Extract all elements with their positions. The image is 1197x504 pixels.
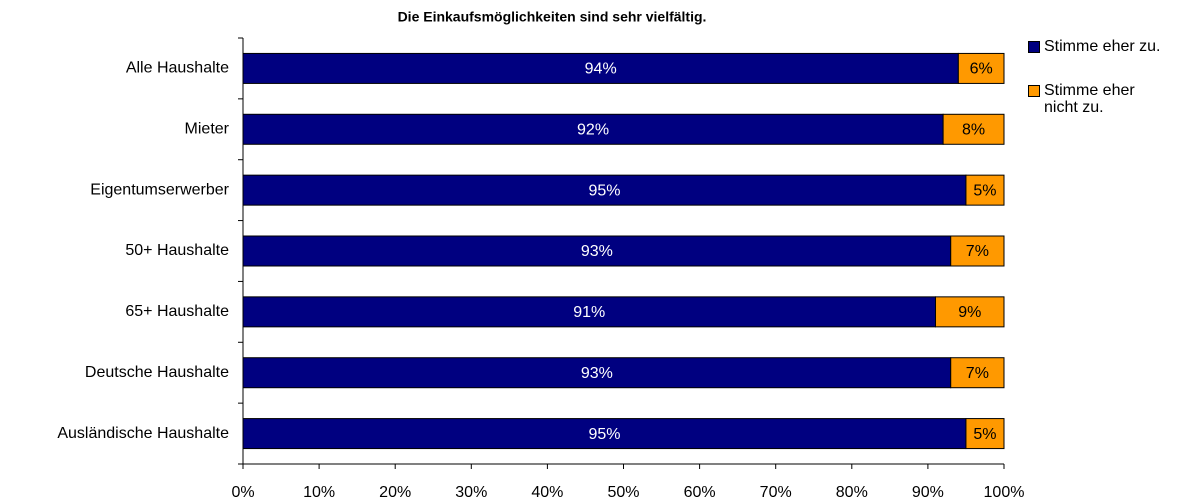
y-tick-label: Mieter — [185, 121, 230, 138]
x-tick-label: 40% — [531, 484, 563, 501]
x-tick-label: 30% — [455, 484, 487, 501]
bar-segment — [942, 113, 1005, 145]
bar-segment — [242, 357, 952, 389]
x-tick-label: 50% — [607, 484, 639, 501]
data-label: 7% — [966, 243, 989, 260]
chart-title: Die Einkaufsmöglichkeiten sind sehr viel… — [398, 9, 707, 25]
data-label: 93% — [581, 243, 613, 260]
bar-segment — [242, 296, 937, 328]
bar-segment — [965, 174, 1005, 206]
y-tick-label: Ausländische Haushalte — [57, 425, 229, 442]
bar-segment — [242, 174, 967, 206]
bar-segment — [950, 235, 1005, 267]
data-label: 9% — [958, 304, 981, 321]
legend-swatch — [1028, 85, 1040, 97]
data-label: 91% — [573, 304, 605, 321]
y-tick-label: Eigentumserwerber — [90, 181, 229, 198]
data-label: 95% — [588, 182, 620, 199]
x-tick-label: 20% — [379, 484, 411, 501]
y-tick-label: 50+ Haushalte — [125, 242, 229, 259]
bar-segment — [965, 418, 1005, 450]
data-label: 94% — [585, 61, 617, 78]
x-tick-label: 60% — [684, 484, 716, 501]
y-tick-label: Deutsche Haushalte — [85, 364, 229, 381]
x-tick-label: 10% — [303, 484, 335, 501]
x-tick-label: 70% — [760, 484, 792, 501]
data-label: 6% — [970, 61, 993, 78]
data-label: 93% — [581, 365, 613, 382]
legend-item: Stimme eher nicht zu. — [1028, 82, 1193, 116]
legend-label: Stimme eher nicht zu. — [1044, 82, 1135, 116]
data-label: 95% — [588, 426, 620, 443]
legend-label: Stimme eher zu. — [1044, 38, 1161, 55]
y-tick-label: Alle Haushalte — [126, 60, 229, 77]
data-label: 8% — [962, 122, 985, 139]
x-tick-label: 80% — [836, 484, 868, 501]
legend-item: Stimme eher zu. — [1028, 38, 1193, 55]
x-tick-label: 0% — [231, 484, 254, 501]
data-label: 5% — [973, 426, 996, 443]
x-tick-label: 90% — [912, 484, 944, 501]
data-label: 5% — [973, 182, 996, 199]
bar-segment — [957, 52, 1005, 84]
x-tick-label: 100% — [984, 484, 1025, 501]
y-tick-label: 65+ Haushalte — [125, 303, 229, 320]
bar-segment — [950, 357, 1005, 389]
bar-segment — [242, 113, 944, 145]
bar-segment — [935, 296, 1005, 328]
data-label: 92% — [577, 122, 609, 139]
bar-segment — [242, 418, 967, 450]
legend-swatch — [1028, 41, 1040, 53]
data-label: 7% — [966, 365, 989, 382]
